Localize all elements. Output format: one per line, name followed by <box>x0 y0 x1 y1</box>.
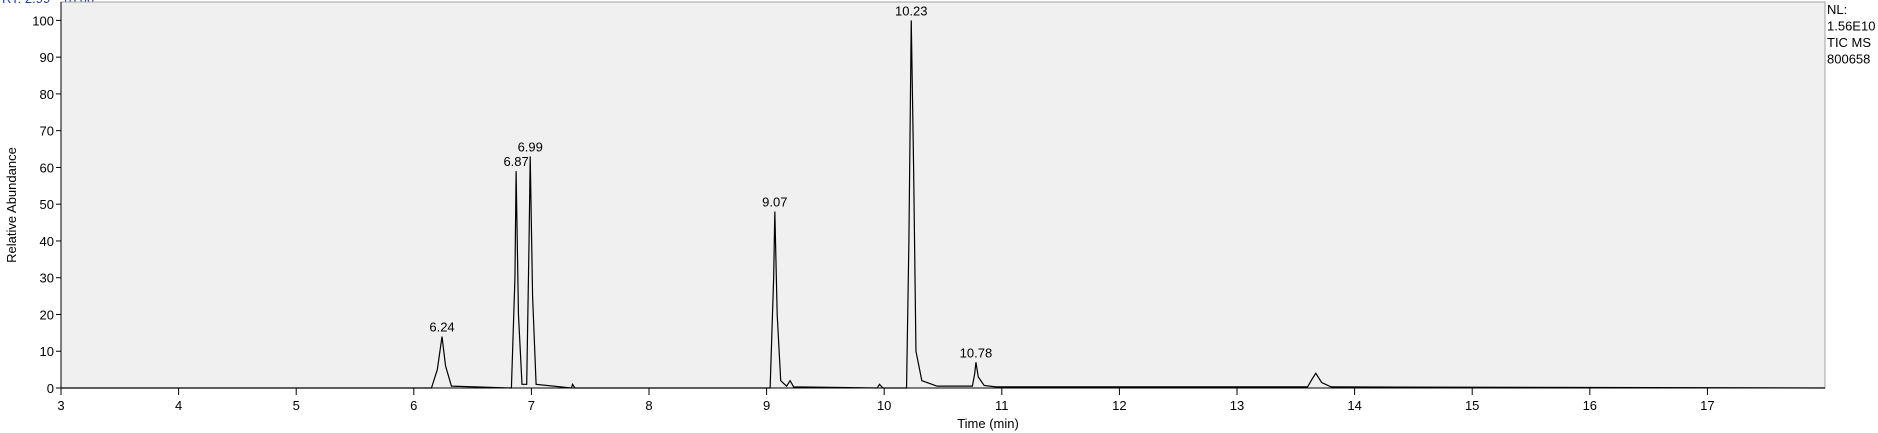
y-tick-label: 60 <box>40 160 54 175</box>
y-tick-label: 0 <box>47 381 54 396</box>
info-label: 1.56E10 <box>1827 19 1875 34</box>
x-tick-label: 5 <box>293 398 300 413</box>
info-label: TIC MS <box>1827 35 1871 50</box>
y-tick-label: 100 <box>32 13 54 28</box>
x-tick-label: 16 <box>1583 398 1597 413</box>
peak-label: 6.87 <box>503 154 528 169</box>
x-tick-label: 12 <box>1112 398 1126 413</box>
y-tick-label: 40 <box>40 234 54 249</box>
x-tick-label: 11 <box>995 398 1009 413</box>
x-tick-label: 17 <box>1700 398 1714 413</box>
x-axis-label: Time (min) <box>957 416 1019 431</box>
info-label: 800658 <box>1827 52 1870 67</box>
x-tick-label: 3 <box>57 398 64 413</box>
x-tick-label: 8 <box>645 398 652 413</box>
trace <box>61 20 1826 389</box>
peak-label: 6.24 <box>429 320 454 335</box>
peak-label: 6.99 <box>518 139 543 154</box>
y-tick-label: 80 <box>40 87 54 102</box>
x-tick-label: 15 <box>1465 398 1479 413</box>
info-label: NL: <box>1827 2 1847 17</box>
x-tick-label: 14 <box>1347 398 1361 413</box>
x-tick-label: 13 <box>1230 398 1244 413</box>
peak-label: 10.78 <box>960 345 993 360</box>
y-tick-label: 70 <box>40 124 54 139</box>
y-tick-label: 30 <box>40 271 54 286</box>
y-tick-label: 50 <box>40 197 54 212</box>
y-tick-label: 20 <box>40 307 54 322</box>
y-axis-label: Relative Abundance <box>4 147 19 263</box>
range-title: RT: 2.99 - 18.00 <box>2 0 94 6</box>
x-tick-label: 10 <box>877 398 891 413</box>
x-tick-label: 9 <box>763 398 770 413</box>
peak-label: 9.07 <box>762 195 787 210</box>
x-tick-label: 6 <box>410 398 417 413</box>
peak-label: 10.23 <box>895 3 928 18</box>
y-tick-label: 90 <box>40 50 54 65</box>
plot-area <box>60 1 1826 389</box>
y-tick-label: 10 <box>40 344 54 359</box>
x-tick-label: 7 <box>528 398 535 413</box>
x-tick-label: 4 <box>175 398 182 413</box>
